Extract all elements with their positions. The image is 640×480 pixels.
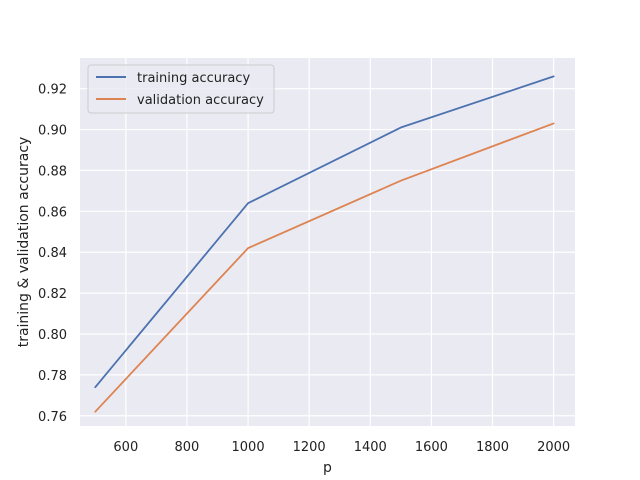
y-tick-label: 0.90 [38,124,67,139]
y-tick-label: 0.80 [38,328,67,343]
y-tick-label: 0.86 [38,205,67,220]
y-axis-ticks: 0.76 0.78 0.80 0.82 0.84 0.86 0.88 0.90 0.92 [38,83,67,425]
series-line-validation [94,122,555,413]
x-tick-label: 1200 [293,440,326,455]
y-tick-label: 0.82 [38,287,67,302]
x-tick-label: 2000 [537,440,570,455]
legend-label-training: training accuracy [137,71,250,86]
x-tick-label: 1400 [354,440,387,455]
series-line-training [94,75,555,389]
x-axis-label: p [323,460,332,476]
legend-box [87,64,275,114]
x-tick-label: 1600 [415,440,448,455]
x-tick-label: 800 [175,440,200,455]
y-axis-label: training & validation accuracy [16,137,32,348]
y-tick-label: 0.76 [38,410,67,425]
y-tick-label: 0.92 [38,83,67,98]
y-tick-label: 0.78 [38,369,67,384]
x-axis-ticks: 600 800 1000 1200 1400 1600 1800 2000 [113,440,570,455]
x-tick-label: 1000 [232,440,265,455]
legend-label-validation: validation accuracy [137,93,264,108]
series-layer [94,75,555,413]
x-tick-label: 1800 [476,440,509,455]
y-tick-label: 0.88 [38,164,67,179]
x-tick-label: 600 [113,440,138,455]
grid-layer [80,58,575,426]
y-tick-label: 0.84 [38,246,67,261]
legend: training accuracy validation accuracy [87,64,275,114]
